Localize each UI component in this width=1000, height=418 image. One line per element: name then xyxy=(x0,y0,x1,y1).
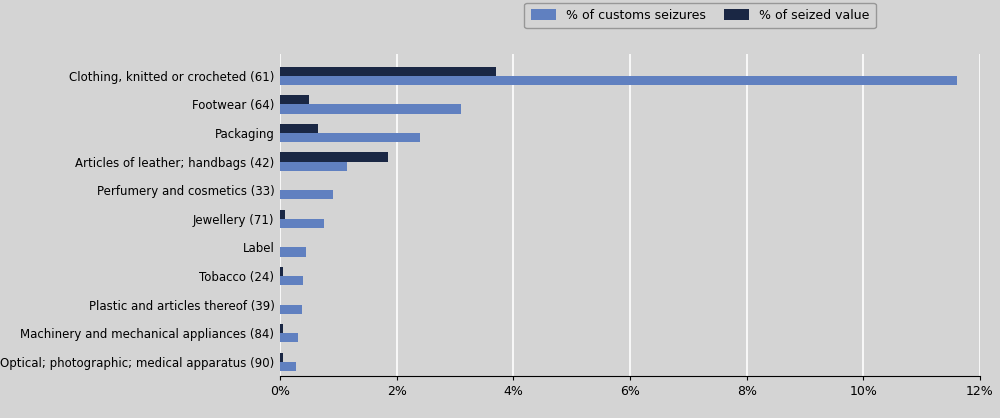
Bar xyxy=(280,267,283,276)
Bar xyxy=(280,190,332,199)
Bar xyxy=(280,76,957,85)
Bar xyxy=(280,276,303,285)
Bar xyxy=(280,95,309,104)
Bar xyxy=(280,124,318,133)
Bar xyxy=(280,219,324,228)
Bar xyxy=(280,66,496,76)
Legend: % of customs seizures, % of seized value: % of customs seizures, % of seized value xyxy=(524,3,876,28)
Bar xyxy=(280,247,306,257)
Bar xyxy=(280,104,461,114)
Bar xyxy=(280,210,285,219)
Bar xyxy=(280,162,347,171)
Bar xyxy=(280,153,388,162)
Bar xyxy=(280,333,298,342)
Bar xyxy=(280,324,283,333)
Bar xyxy=(280,305,302,314)
Bar xyxy=(280,362,296,371)
Bar xyxy=(280,133,420,142)
Bar xyxy=(280,353,283,362)
